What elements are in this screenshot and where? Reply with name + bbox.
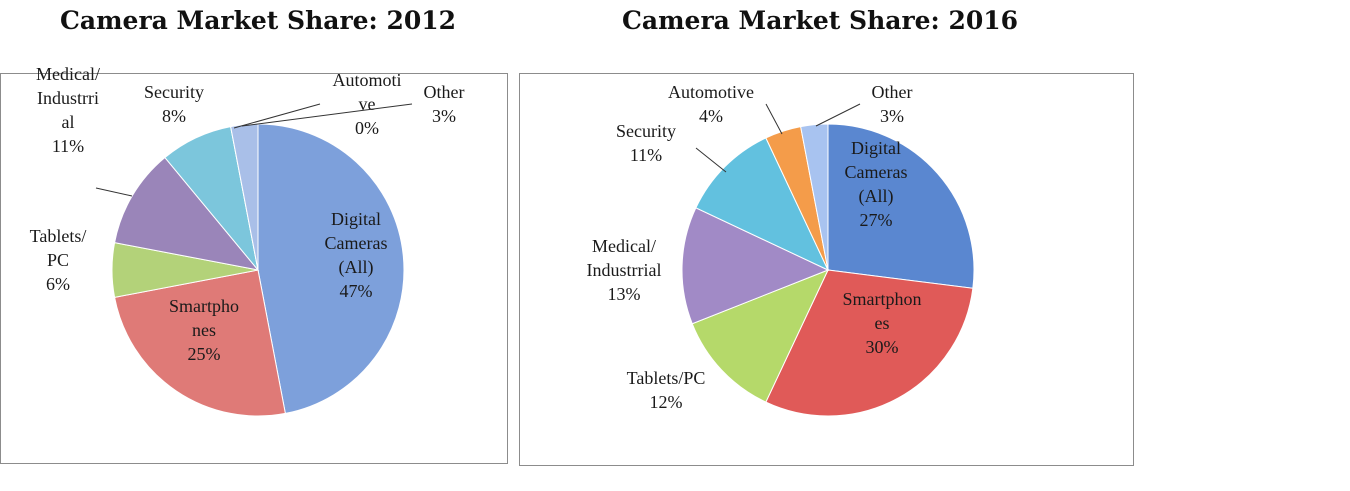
slice-label-line: 6% bbox=[46, 274, 70, 294]
slice-label-line: al bbox=[62, 112, 75, 132]
slice-label-line: 0% bbox=[355, 118, 379, 138]
slice-label-line: 11% bbox=[630, 145, 662, 165]
slice-label-line: Medical/ bbox=[592, 236, 656, 256]
slice-label-line: 47% bbox=[340, 281, 373, 301]
slice-label-line: Tablets/ bbox=[30, 226, 87, 246]
slice-label-line: Cameras bbox=[845, 162, 908, 182]
slice-label-line: Security bbox=[144, 82, 204, 102]
slice-label-line: Industrrial bbox=[587, 260, 662, 280]
pie-slice-medical-industrrial bbox=[681, 207, 830, 325]
slice-label: Automoti ve 0% bbox=[332, 70, 401, 138]
slice-label: Smartphon es 30% bbox=[843, 289, 922, 357]
slice-label-line: Industrri bbox=[37, 88, 99, 108]
slice-label-line: Other bbox=[424, 82, 465, 102]
slice-label: Other 3% bbox=[424, 82, 465, 126]
slice-label-line: 25% bbox=[188, 344, 221, 364]
slice-label-line: Automoti bbox=[332, 70, 401, 90]
pie-slice-smartphones bbox=[765, 269, 974, 417]
slice-label-line: (All) bbox=[339, 257, 374, 278]
pie-slice-tablets-pc bbox=[691, 269, 829, 403]
slice-label-line: Digital bbox=[851, 138, 901, 158]
slice-label-line: 3% bbox=[432, 106, 456, 126]
pie-slice-other bbox=[800, 123, 829, 271]
slice-label-line: es bbox=[875, 313, 890, 333]
slice-label: Security 11% bbox=[616, 121, 676, 165]
chart-title-2012: Camera Market Share: 2012 bbox=[60, 6, 457, 35]
slice-label-line: 13% bbox=[608, 284, 641, 304]
pie-slice-digital-cameras-all bbox=[257, 123, 405, 414]
slice-label: Smartpho nes 25% bbox=[169, 296, 239, 364]
slice-label: Tablets/PC 12% bbox=[627, 368, 706, 412]
slice-label-line: Tablets/PC bbox=[627, 368, 706, 388]
slice-label-line: (All) bbox=[859, 186, 894, 207]
slice-label: Medical/Industrri al 11% bbox=[36, 64, 100, 156]
chart-title-2016: Camera Market Share: 2016 bbox=[622, 6, 1019, 35]
pie-2016: Digital Cameras (All) 27% Smartphon es 30% Tabl… bbox=[587, 82, 975, 417]
leader-line bbox=[95, 187, 133, 197]
slice-label: Automotive 4% bbox=[668, 82, 754, 126]
slice-label-line: nes bbox=[192, 320, 216, 340]
slice-label-line: 12% bbox=[650, 392, 683, 412]
pie-slice-security bbox=[695, 137, 830, 272]
slice-label-line: 30% bbox=[866, 337, 899, 357]
slice-label-line: 3% bbox=[880, 106, 904, 126]
slice-label-line: Security bbox=[616, 121, 676, 141]
slice-label-line: Digital bbox=[331, 209, 381, 229]
slice-label-line: Medical/ bbox=[36, 64, 100, 84]
slice-label: Medical/Industrrial 13% bbox=[587, 236, 662, 304]
pie-slice-digital-cameras-all bbox=[827, 123, 975, 289]
leader-line bbox=[233, 103, 321, 129]
slice-label-line: 27% bbox=[860, 210, 893, 230]
slice-label-line: Smartphon bbox=[843, 289, 922, 309]
slice-label: Digital Cameras (All) 27% bbox=[845, 138, 908, 230]
leader-line bbox=[765, 103, 783, 135]
leader-line bbox=[695, 147, 727, 173]
pie-slice-medical-industrrial bbox=[114, 156, 260, 271]
slice-label-line: PC bbox=[47, 250, 69, 270]
slice-label: Digital Cameras (All) 47% bbox=[325, 209, 388, 301]
slice-label: Tablets/PC 6% bbox=[30, 226, 87, 294]
slice-label-line: Cameras bbox=[325, 233, 388, 253]
slice-label-line: Other bbox=[872, 82, 913, 102]
slice-label-line: 4% bbox=[699, 106, 723, 126]
slice-label-line: 8% bbox=[162, 106, 186, 126]
leader-line bbox=[815, 103, 861, 127]
slice-label: Security 8% bbox=[144, 82, 204, 126]
leader-line bbox=[241, 103, 413, 127]
slice-label-line: Automotive bbox=[668, 82, 754, 102]
slice-label-line: 11% bbox=[52, 136, 84, 156]
slice-label: Other 3% bbox=[872, 82, 913, 126]
pie-slice-smartphones bbox=[114, 269, 286, 417]
pie-2012: Digital Cameras (All) 47% Smartpho nes 25% Tabl… bbox=[30, 64, 465, 417]
slice-label-line: Smartpho bbox=[169, 296, 239, 316]
